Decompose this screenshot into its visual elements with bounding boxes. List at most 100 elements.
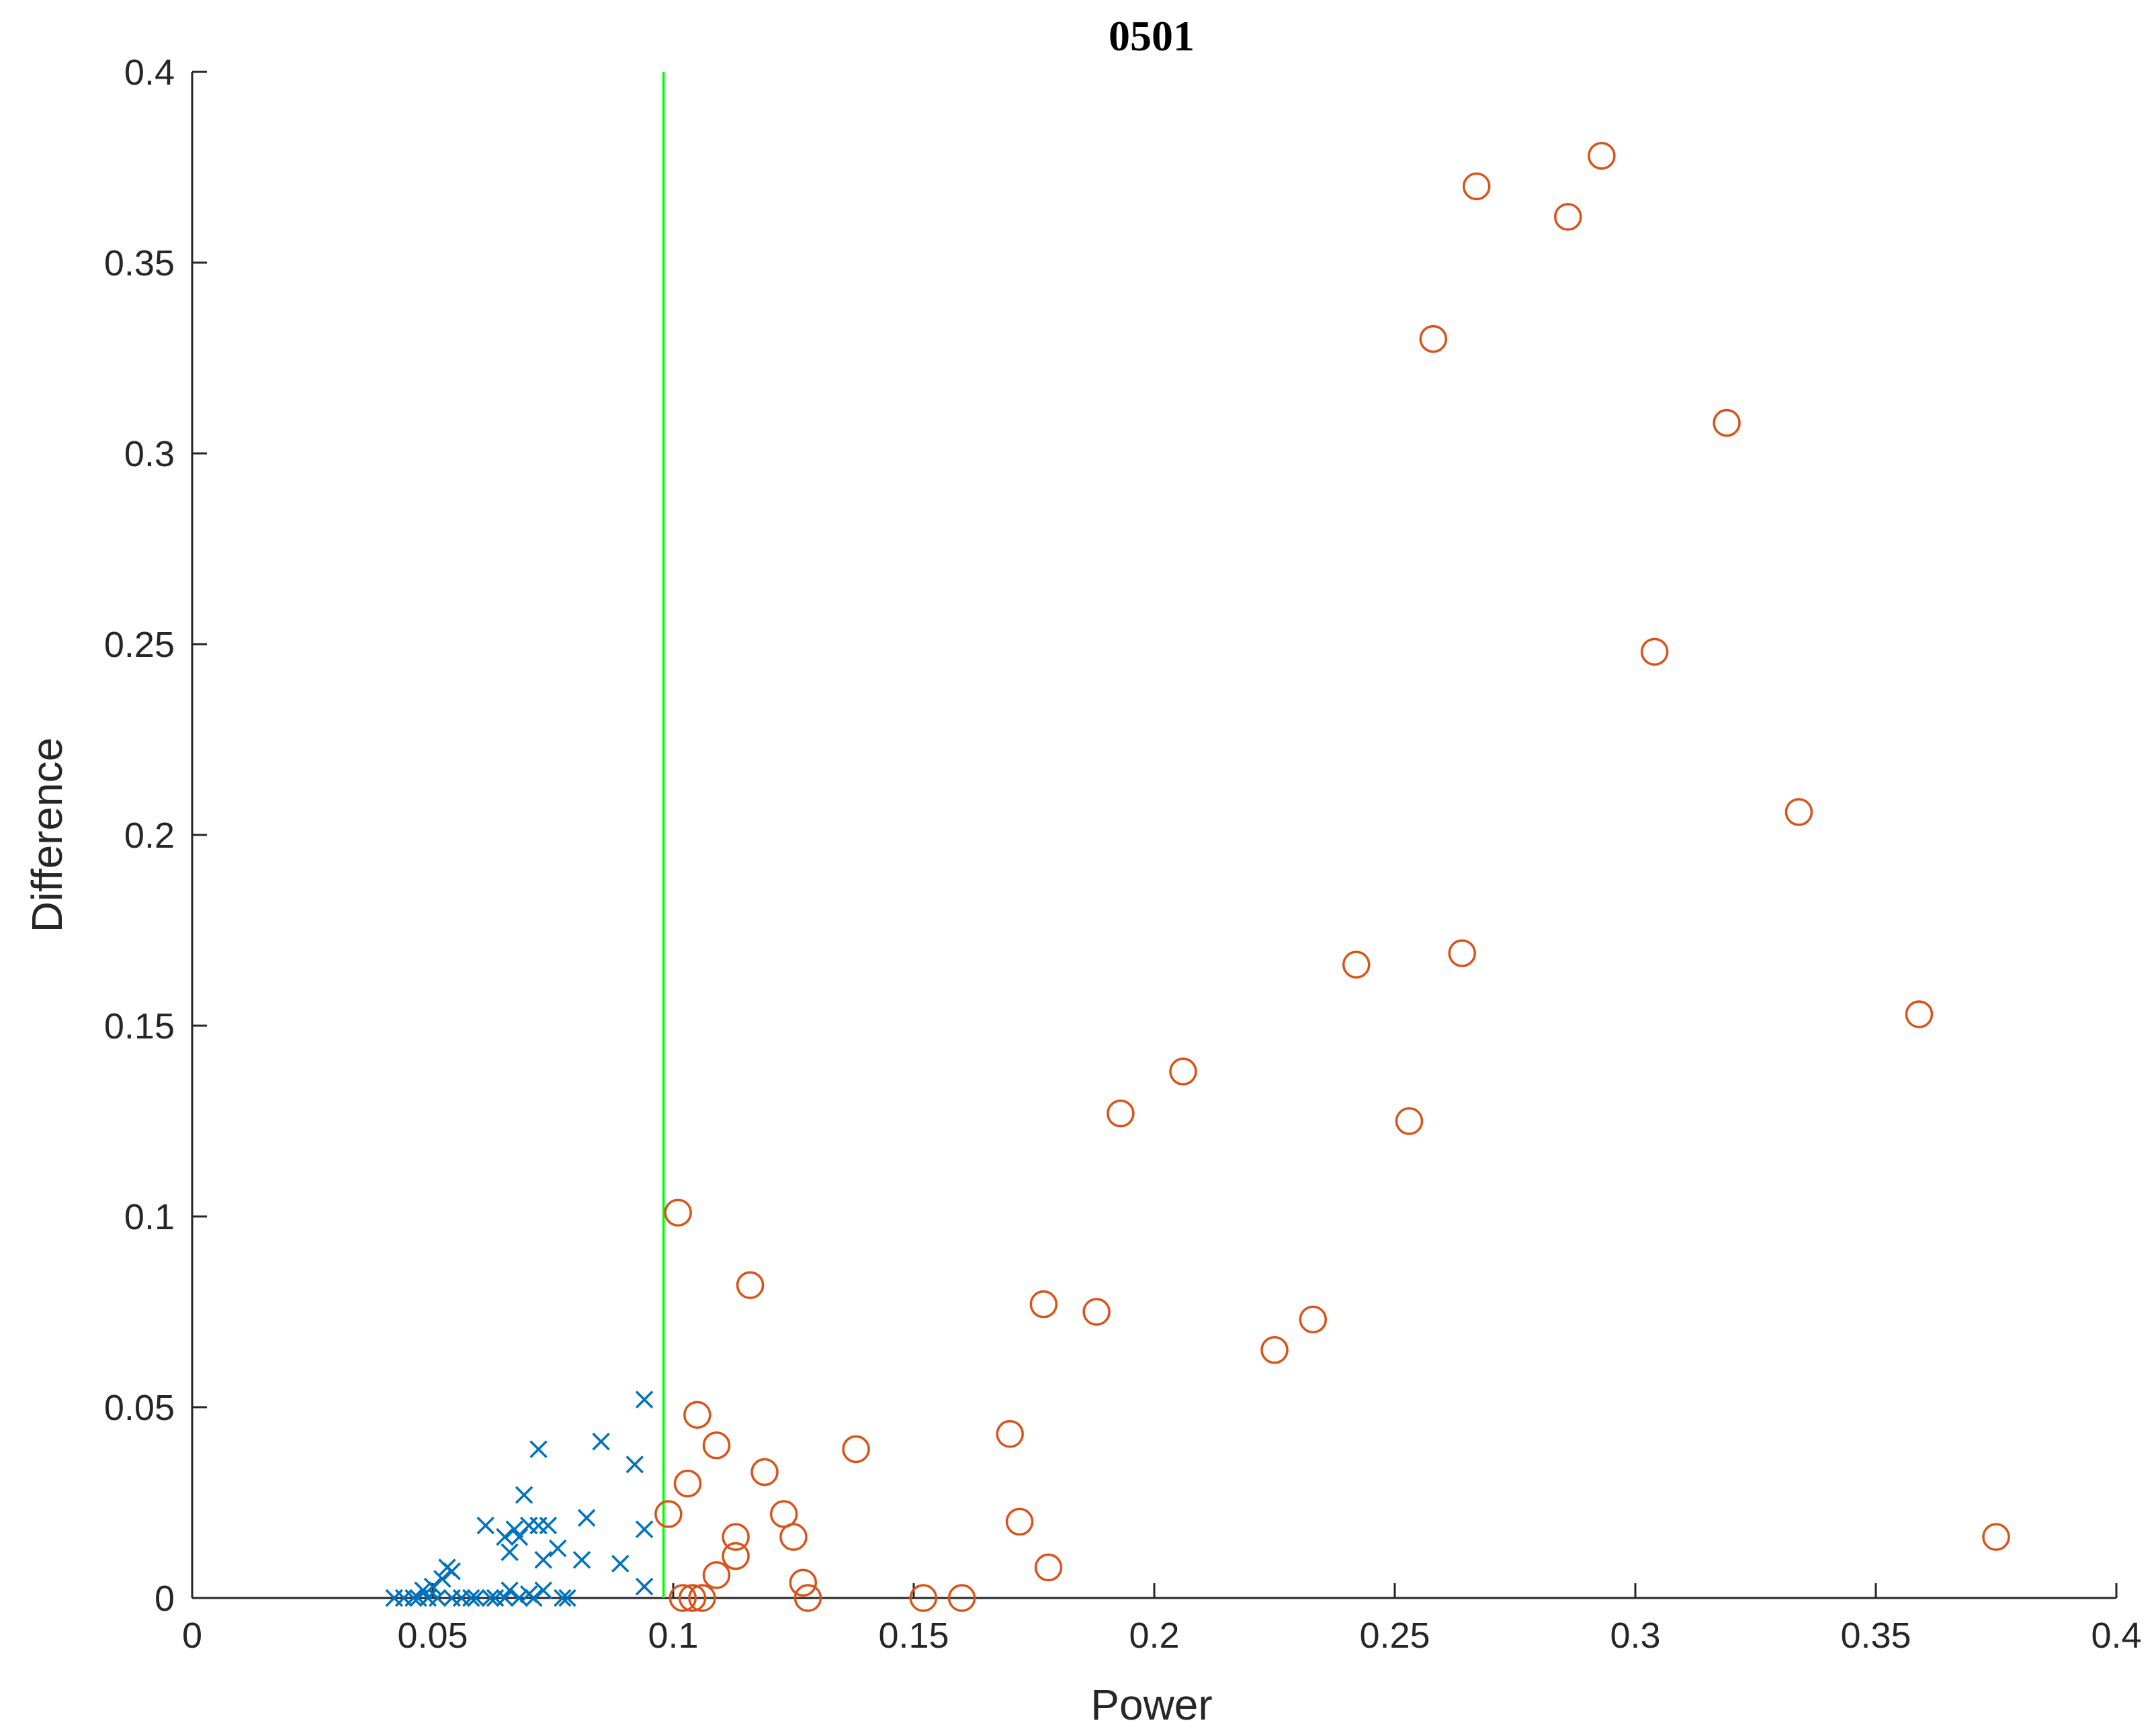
cross-point [525,1589,543,1607]
cross-stroke [592,1432,610,1451]
cross-point [519,1516,538,1535]
cross-stroke [496,1589,514,1607]
circle-point [1905,1000,1934,1028]
cross-point [462,1589,480,1607]
circle-point [722,1523,750,1551]
circle-point [1713,408,1741,437]
cross-point [510,1589,529,1607]
x-tick-label: 0.05 [397,1615,468,1656]
cross-point [611,1554,630,1573]
cross-stroke [626,1455,644,1474]
x-tick-label: 0.15 [878,1615,949,1656]
x-tick-label: 0.3 [1610,1615,1660,1656]
x-tick-label: 0.25 [1359,1615,1430,1656]
cross-stroke [414,1581,432,1599]
cross-point [635,1520,654,1538]
cross-point [572,1550,591,1569]
cross-point [433,1570,451,1588]
cross-stroke [534,1581,552,1599]
cross-stroke [539,1516,558,1535]
cross-stroke [404,1589,423,1607]
circle-point [750,1458,779,1486]
cross-stroke [534,1550,552,1569]
y-tick-label: 0.35 [104,243,175,283]
circle-point [1419,324,1448,353]
cross-stroke [510,1589,529,1607]
circle-point [736,1271,765,1299]
cross-stroke [423,1577,442,1596]
y-tick-label: 0.1 [124,1197,175,1237]
y-tick-label: 0.2 [124,815,175,856]
cross-stroke [501,1543,519,1562]
cross-point [558,1589,576,1607]
circle-point [779,1523,808,1551]
circle-point [789,1568,818,1597]
cross-point [529,1516,548,1535]
cross-stroke [433,1570,451,1588]
cross-stroke [476,1516,494,1535]
cross-stroke [635,1390,654,1409]
circle-point [1005,1507,1034,1536]
cross-point [548,1539,567,1558]
y-tick-label: 0.15 [104,1006,175,1047]
cross-stroke [548,1539,567,1558]
cross-stroke [443,1562,461,1581]
circle-point [769,1500,798,1528]
cross-stroke [554,1589,572,1607]
cross-stroke [529,1440,548,1458]
cross-stroke [558,1589,576,1607]
axes: 0 0.05 0.1 0.15 0.2 0.25 0.3 0.35 0.4 0 0.05 0.1 0.1… [104,52,2142,1656]
circle-point [1260,1336,1289,1364]
circle-point [678,1584,707,1612]
chart-title: 0501 [1109,12,1195,60]
cross-stroke [510,1527,529,1546]
circle-point [688,1584,716,1612]
circle-point [1784,798,1813,826]
cross-point [476,1516,494,1535]
y-tick-label: 0.4 [124,52,175,93]
circle-point [909,1584,938,1612]
circle-point [1082,1298,1111,1326]
cross-point [505,1520,523,1538]
cross-stroke [481,1589,500,1607]
circle-point [1034,1553,1063,1582]
x-tick-label: 0.35 [1840,1615,1911,1656]
cross-point [635,1577,654,1596]
cross-point [529,1440,548,1458]
circle-point [1448,939,1476,967]
cross-stroke [611,1554,630,1573]
cross-stroke [501,1581,519,1599]
cross-stroke [572,1550,591,1569]
cross-stroke [496,1527,514,1546]
circle-point [1395,1107,1424,1135]
circle-point [669,1584,697,1612]
cross-stroke [515,1486,533,1504]
x-tick-label: 0.2 [1129,1615,1179,1656]
circle-point [1640,637,1669,666]
circle-point [673,1469,702,1498]
y-tick-label: 0.05 [104,1388,175,1428]
y-tick-label: 0.3 [124,434,175,474]
cross-point [510,1527,529,1546]
cross-point [428,1589,447,1607]
cross-point [554,1589,572,1607]
circle-point [1982,1523,2010,1551]
circle-point [1462,172,1491,201]
cross-point [577,1509,596,1527]
circle-point [996,1420,1024,1448]
x-tick-label: 0.4 [2091,1615,2141,1656]
cross-stroke [428,1589,447,1607]
circle-point [1029,1290,1058,1319]
cross-stroke [525,1589,543,1607]
cross-stroke [462,1589,480,1607]
circle-point [702,1431,731,1460]
cross-point [592,1432,610,1451]
circle-point [1342,950,1371,979]
cross-point [467,1589,485,1607]
cross-point [501,1543,519,1562]
circle-point [702,1561,731,1589]
circle-point [683,1401,712,1429]
cross-point [635,1390,654,1409]
circle-point [654,1500,683,1528]
circle-point [842,1435,870,1464]
